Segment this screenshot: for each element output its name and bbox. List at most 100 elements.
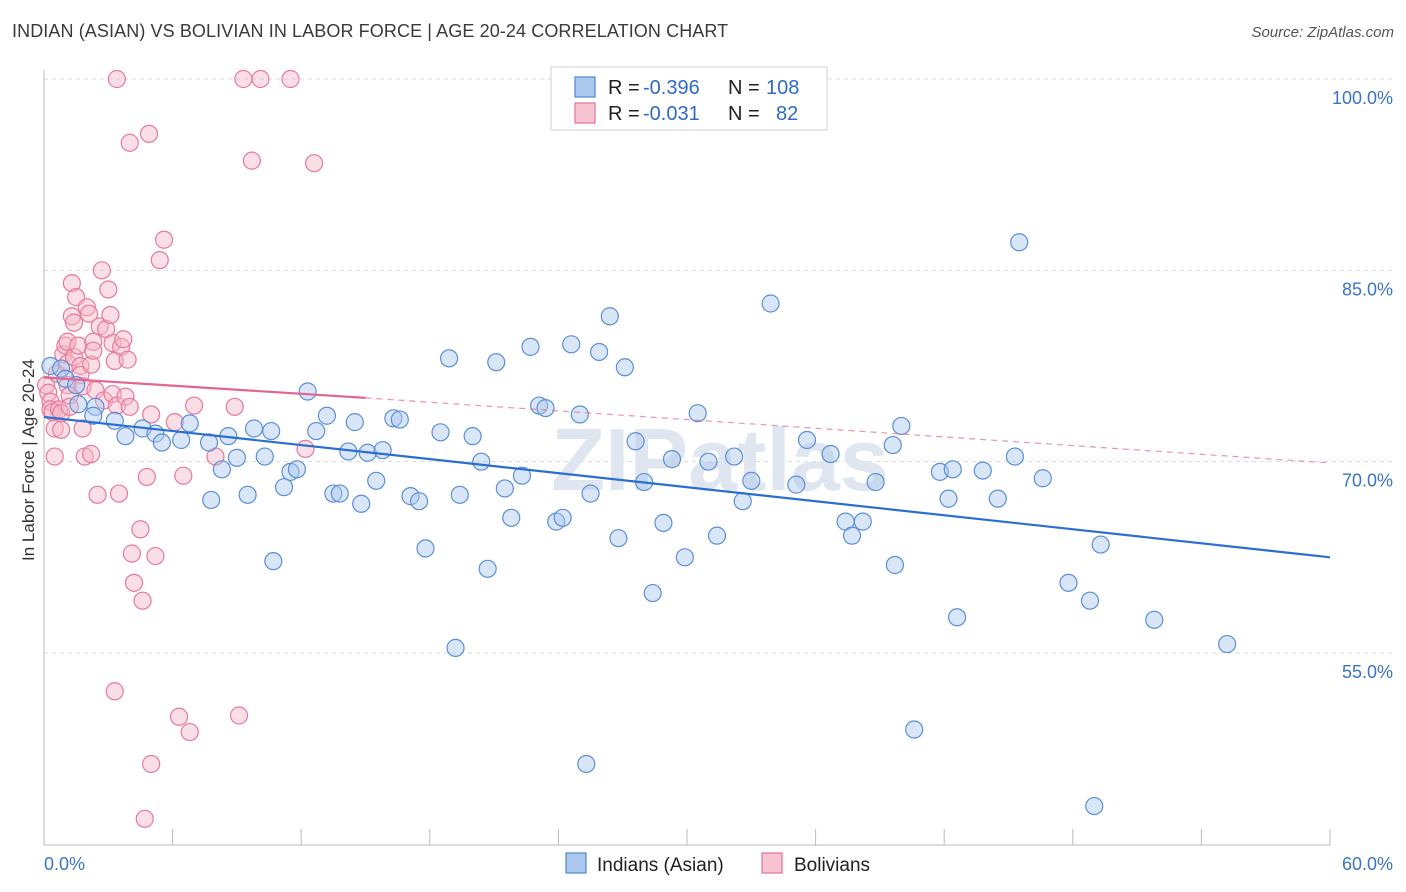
trend-lines [43,376,1331,559]
indian-point [707,526,727,545]
indian-point [317,406,337,425]
legend-r-label-1: R = [608,77,640,99]
indian-point [787,475,806,494]
indian-point [502,508,521,527]
bolivians-trend-extension [365,397,1331,464]
bolivian-point [114,330,133,349]
bolivian-point [122,544,141,563]
indian-point [69,395,88,414]
bolivian-point [150,251,169,270]
legend-n-value-1: 108 [766,77,799,99]
indian-point [373,441,392,460]
indian-point [570,405,589,424]
legend-r-value-2: -0.031 [643,103,700,125]
indian-point [905,720,924,739]
indian-point [1080,591,1100,610]
bottom-legend-swatch-indians [565,852,587,874]
indian-point [244,419,264,438]
indian-point [866,472,885,492]
indian-point [446,638,465,657]
bolivian-point [82,444,101,464]
indian-point [307,421,326,441]
bolivian-point [109,484,129,503]
indian-point [590,342,609,362]
indian-point [581,484,600,503]
y-tick-label-3: 100.0% [1332,88,1393,108]
indian-point [892,416,911,436]
bolivian-point [120,397,139,416]
indian-point [988,489,1007,508]
indian-point [626,432,645,451]
chart-title: INDIAN (ASIAN) VS BOLIVIAN IN LABOR FORC… [12,21,729,41]
indian-point [643,583,662,603]
bolivian-point [64,347,84,367]
bolivians-points [37,69,324,828]
indian-point [330,484,349,503]
indian-point [577,754,596,774]
bolivian-point [142,405,161,424]
bolivian-point [105,682,124,701]
indian-point [662,450,682,469]
indian-point [1005,447,1025,466]
bolivian-point [131,520,150,539]
bolivian-point [62,273,81,293]
indian-point [761,294,780,313]
indian-point [472,452,491,471]
y-tick-label-2: 85.0% [1342,279,1393,299]
indian-point [287,460,307,479]
bolivian-point [84,341,103,360]
indian-point [609,529,628,548]
bolivian-point [135,809,154,828]
indian-point [947,608,967,627]
indian-point [885,555,905,575]
indian-point [439,349,459,368]
indian-point [180,414,199,433]
indian-point [512,466,532,485]
indian-point [536,398,555,418]
bolivian-point [165,413,184,432]
bolivian-point [79,304,99,323]
legend-n-value-2: 82 [776,103,798,125]
indians-trend-line [43,415,1331,559]
indian-point [600,307,619,326]
indian-point [390,410,409,429]
indian-point [733,492,752,511]
indian-point [842,526,862,545]
bolivian-point [174,466,193,485]
bolivian-point [103,333,122,353]
bolivian-point [45,447,64,466]
indians-points [41,233,1237,816]
bolivian-point [251,69,270,89]
bolivians-trend-line [43,376,366,399]
legend-n-label-2: N = [728,103,760,125]
y-tick-label-1: 70.0% [1342,471,1393,491]
bolivian-point [146,546,165,566]
indian-point [973,461,992,480]
bolivian-point [116,387,135,406]
bottom-legend-label-bolivians: Bolivians [794,855,870,876]
x-tick-label-0: 0.0% [44,854,85,874]
indian-point [615,358,634,377]
legend-swatch-indians [574,76,596,98]
y-tick-label-0: 55.0% [1342,662,1393,682]
indian-point [1091,535,1110,554]
indian-point [1085,796,1104,816]
indian-point [450,485,469,504]
bolivian-point [229,706,249,725]
indian-point [562,335,581,354]
indian-point [1218,634,1237,654]
legend-r-value-1: -0.396 [643,77,700,99]
indian-point [939,489,958,508]
bolivian-point [142,754,161,774]
bolivian-point [92,261,111,280]
indian-point [699,452,718,471]
indian-point [202,490,221,510]
bolivian-point [124,573,144,592]
bolivian-point [73,419,92,438]
indian-point [255,447,274,466]
legend-r-label-2: R = [608,103,640,125]
legend-n-label-1: N = [728,77,760,99]
bolivian-point [133,591,152,610]
indian-point [1059,573,1078,592]
indian-point [1145,610,1164,629]
